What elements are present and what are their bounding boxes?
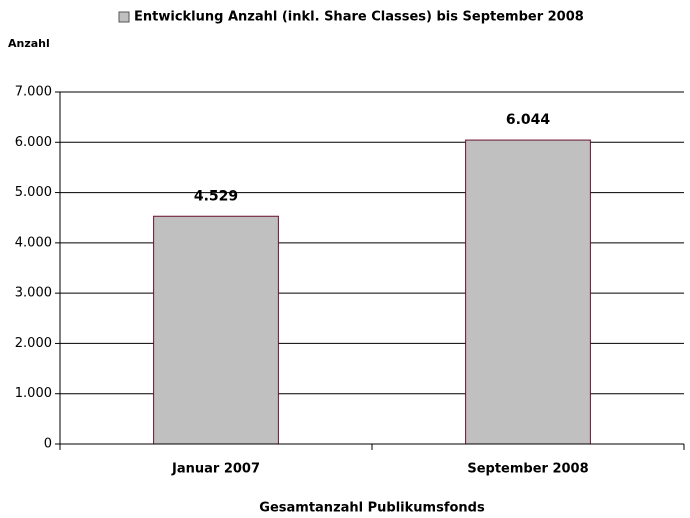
data-label: 6.044 [506,112,551,128]
y-tick-label: 3.000 [15,286,52,301]
y-tick-label: 2.000 [15,336,52,351]
data-label: 4.529 [194,188,238,204]
y-tick-label: 0 [44,437,52,452]
bar [153,215,279,445]
x-axis-title: Gesamtanzahl Publikumsfonds [259,501,485,516]
y-tick-label: 6.000 [15,135,52,150]
y-tick-label: 1.000 [15,386,52,401]
x-tick-label: September 2008 [467,462,588,477]
y-tick-label: 7.000 [15,85,52,100]
bar [465,139,591,445]
legend-label: Entwicklung Anzahl (inkl. Share Classes)… [134,10,584,25]
y-tick-label: 5.000 [15,185,52,200]
y-axis-title: Anzahl [8,37,50,50]
legend-swatch [118,11,130,23]
x-tick-label: Januar 2007 [171,462,260,477]
y-tick-label: 4.000 [15,235,52,250]
